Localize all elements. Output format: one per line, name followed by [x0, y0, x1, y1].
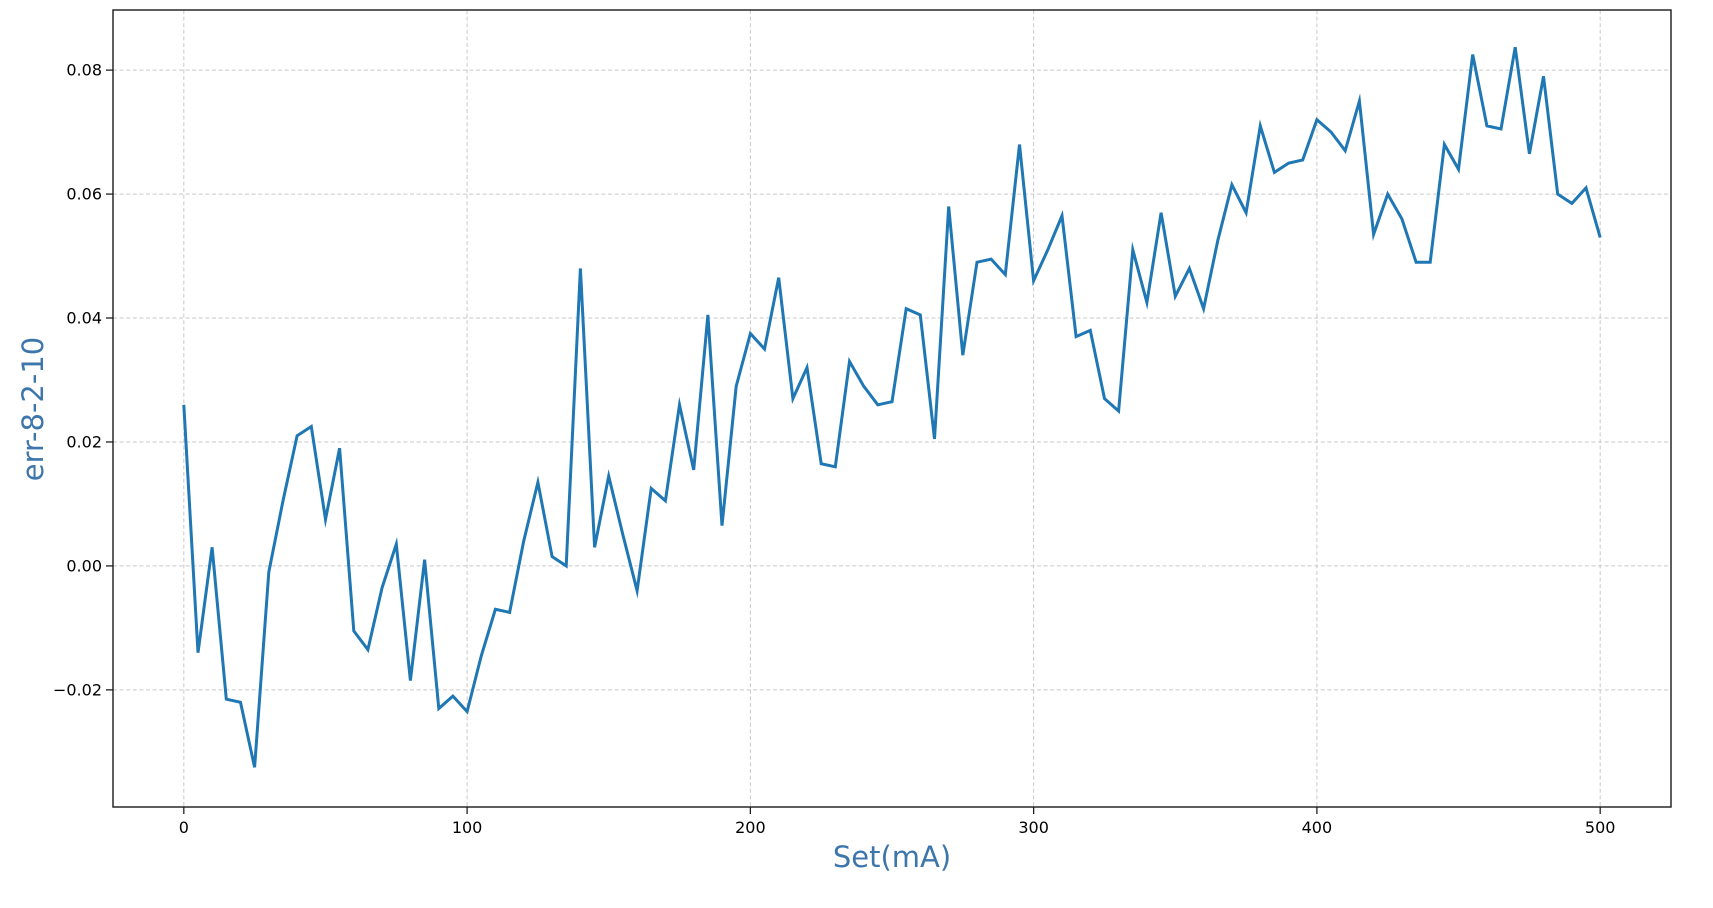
x-tick-label: 0: [179, 818, 189, 837]
x-tick-label: 300: [1018, 818, 1049, 837]
y-tick-label: 0.08: [66, 61, 102, 80]
y-axis-label: err-8-2-10: [16, 336, 50, 482]
y-tick-label: −0.02: [53, 680, 102, 699]
gridlines: [113, 10, 1671, 807]
axis-ticks: [106, 69, 1601, 814]
y-tick-label: 0.06: [66, 185, 102, 204]
x-tick-label: 200: [735, 818, 766, 837]
tick-labels: 0 100 200 300 400 500 −0.02 0.00 0.02 0.04 0.06 0.0…: [53, 61, 1615, 837]
y-tick-label: 0.00: [66, 556, 102, 575]
y-tick-label: 0.02: [66, 432, 102, 451]
x-axis-label: Set(mA): [832, 840, 952, 874]
x-tick-label: 400: [1302, 818, 1333, 837]
x-tick-label: 500: [1585, 818, 1616, 837]
plot-frame: [112, 9, 1672, 808]
series-line: [182, 46, 1602, 768]
x-tick-label: 100: [452, 818, 483, 837]
y-tick-label: 0.04: [66, 309, 102, 328]
